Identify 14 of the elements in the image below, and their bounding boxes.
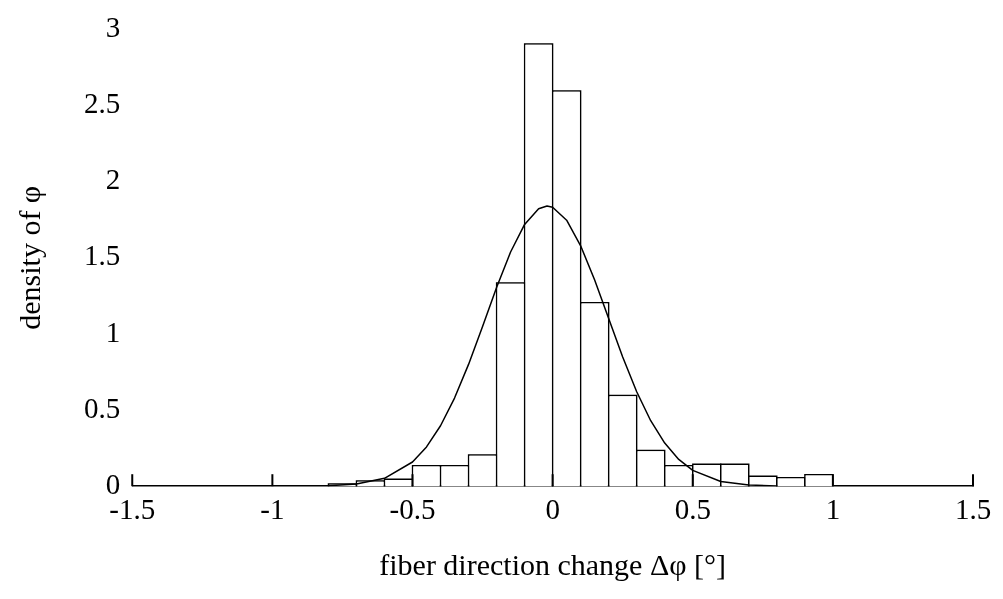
- x-tick-label: 1.5: [954, 493, 992, 526]
- y-tick-label: 0.5: [84, 391, 121, 424]
- x-tick-label: 0.5: [674, 493, 711, 526]
- x-tick-label: -0.5: [389, 493, 436, 526]
- y-tick-label: 1.5: [84, 239, 121, 272]
- y-tick-label: 2: [105, 163, 121, 196]
- x-tick-label: -1: [260, 493, 285, 526]
- x-tick-label: 0: [545, 493, 560, 526]
- x-axis-title: fiber direction change Δφ [°]: [379, 547, 727, 581]
- y-tick-label: 2.5: [84, 87, 121, 120]
- x-tick-label: 1: [825, 493, 841, 526]
- y-tick-label: 3: [105, 11, 121, 44]
- y-tick-label: 1: [105, 315, 121, 348]
- y-axis-title: density of φ: [12, 185, 46, 330]
